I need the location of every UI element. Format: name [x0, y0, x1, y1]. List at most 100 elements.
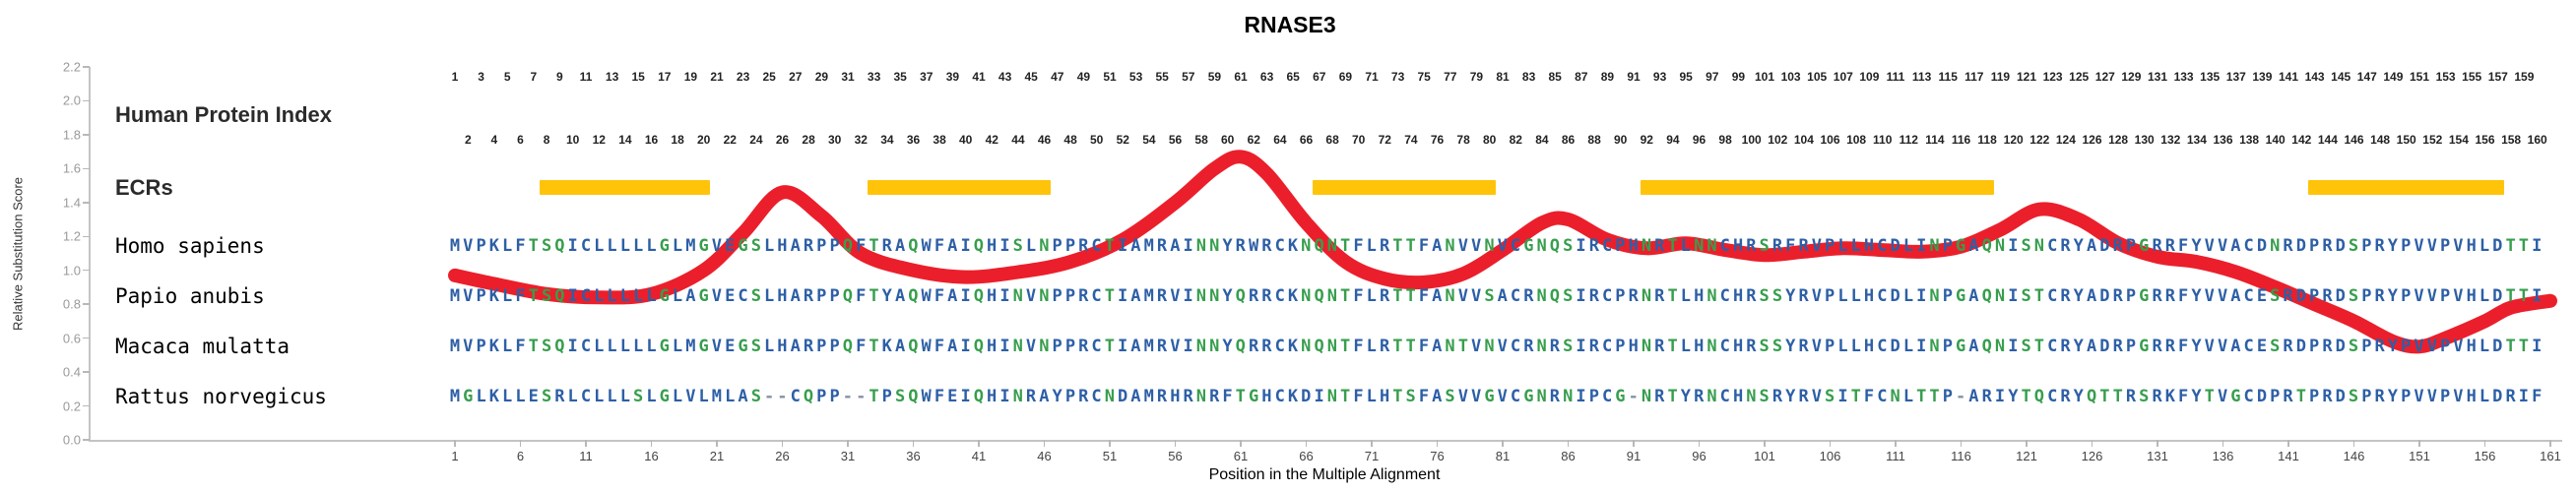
residue: D: [2295, 286, 2306, 306]
x-axis-tick-label: 86: [1561, 449, 1576, 463]
x-axis-tick-mark: [781, 440, 784, 447]
residue: L: [672, 286, 683, 306]
x-axis-tick-label: 96: [1692, 449, 1707, 463]
index-number: 132: [2160, 133, 2181, 147]
residue: F: [2532, 387, 2543, 406]
y-axis-tick-label: 0.8: [62, 296, 81, 312]
index-number: 77: [1444, 70, 1457, 84]
residue: D: [2099, 236, 2110, 256]
index-number: 99: [1731, 70, 1746, 84]
residue: N: [1929, 236, 1940, 256]
residue: N: [1326, 286, 1337, 306]
residue: T: [1850, 387, 1861, 406]
gap-residue: -: [763, 387, 775, 406]
x-axis-tick-label: 101: [1754, 449, 1775, 463]
residue: T: [1104, 236, 1115, 256]
residue: C: [1877, 387, 1888, 406]
residue: Q: [973, 286, 984, 306]
residue: L: [1902, 286, 1914, 306]
residue: Y: [1680, 387, 1692, 406]
ecrs-label: ECRs: [115, 175, 173, 200]
residue: R: [1798, 337, 1809, 356]
residue: N: [1536, 236, 1547, 256]
residue: Y: [1052, 387, 1063, 406]
y-axis-tick-mark: [83, 371, 90, 373]
index-number: 24: [749, 133, 763, 147]
residue: P: [829, 337, 840, 356]
residue: H: [1732, 337, 1744, 356]
residue: I: [2518, 387, 2530, 406]
residue: V: [463, 286, 474, 306]
residue: A: [1432, 387, 1443, 406]
residue: K: [1287, 337, 1299, 356]
index-number: 43: [998, 70, 1012, 84]
residue: R: [2283, 387, 2293, 406]
index-number: 45: [1024, 70, 1038, 84]
index-number: 149: [2383, 70, 2404, 84]
residue: G: [1956, 236, 1966, 256]
index-number: 101: [1754, 70, 1775, 84]
residue: F: [515, 337, 526, 356]
residue: N: [1746, 387, 1757, 406]
index-number: 116: [1951, 133, 1971, 147]
residue: F: [2178, 236, 2189, 256]
index-number: 95: [1679, 70, 1693, 84]
residue: K: [881, 337, 892, 356]
residue: R: [1235, 236, 1246, 256]
residue: D: [2335, 337, 2346, 356]
residue: I: [1118, 236, 1128, 256]
residue: D: [2492, 236, 2503, 256]
residue: I: [1183, 337, 1193, 356]
residue: Q: [2086, 387, 2097, 406]
residue: N: [1301, 337, 1312, 356]
residue: L: [646, 286, 657, 306]
residue: F: [1222, 387, 1233, 406]
residue: C: [1877, 337, 1888, 356]
residue: A: [2230, 286, 2241, 306]
index-number: 118: [1977, 133, 1997, 147]
residue: H: [1863, 337, 1875, 356]
ecr-bar: [1313, 180, 1497, 195]
residue: F: [856, 236, 867, 256]
residue: E: [2256, 337, 2268, 356]
residue: L: [672, 236, 683, 256]
index-number: 28: [802, 133, 815, 147]
residue: T: [1340, 387, 1351, 406]
residue: P: [2361, 236, 2372, 256]
residue: K: [1287, 236, 1299, 256]
x-axis-tick-label: 126: [2081, 449, 2103, 463]
x-axis-tick-mark: [1109, 440, 1111, 447]
residue: T: [528, 286, 539, 306]
residue: R: [803, 236, 814, 256]
residue: T: [528, 337, 539, 356]
residue: L: [607, 387, 617, 406]
ecr-bar: [867, 180, 1052, 195]
residue: H: [2466, 387, 2477, 406]
residue: R: [1156, 286, 1168, 306]
residue: A: [1130, 337, 1141, 356]
residue: A: [2230, 236, 2241, 256]
residue: P: [2439, 236, 2451, 256]
residue: C: [1719, 286, 1730, 306]
residue: S: [1445, 387, 1455, 406]
residue: N: [1195, 387, 1207, 406]
residue: A: [894, 236, 906, 256]
y-axis-tick-mark: [83, 167, 90, 170]
residue: N: [1484, 337, 1495, 356]
residue: D: [2492, 387, 2503, 406]
residue: F: [1418, 387, 1430, 406]
residue: L: [619, 337, 630, 356]
x-axis-tick-mark: [2222, 440, 2224, 447]
residue: C: [580, 286, 592, 306]
residue: N: [1445, 286, 1455, 306]
residue: N: [1445, 337, 1455, 356]
residue: C: [1510, 286, 1521, 306]
ecr-bar: [1640, 180, 1994, 195]
index-number: 20: [697, 133, 711, 147]
residue: N: [1012, 286, 1023, 306]
residue: L: [607, 337, 617, 356]
residue: Y: [2387, 286, 2399, 306]
residue: N: [1994, 337, 2006, 356]
index-number: 25: [762, 70, 776, 84]
index-number: 80: [1483, 133, 1497, 147]
